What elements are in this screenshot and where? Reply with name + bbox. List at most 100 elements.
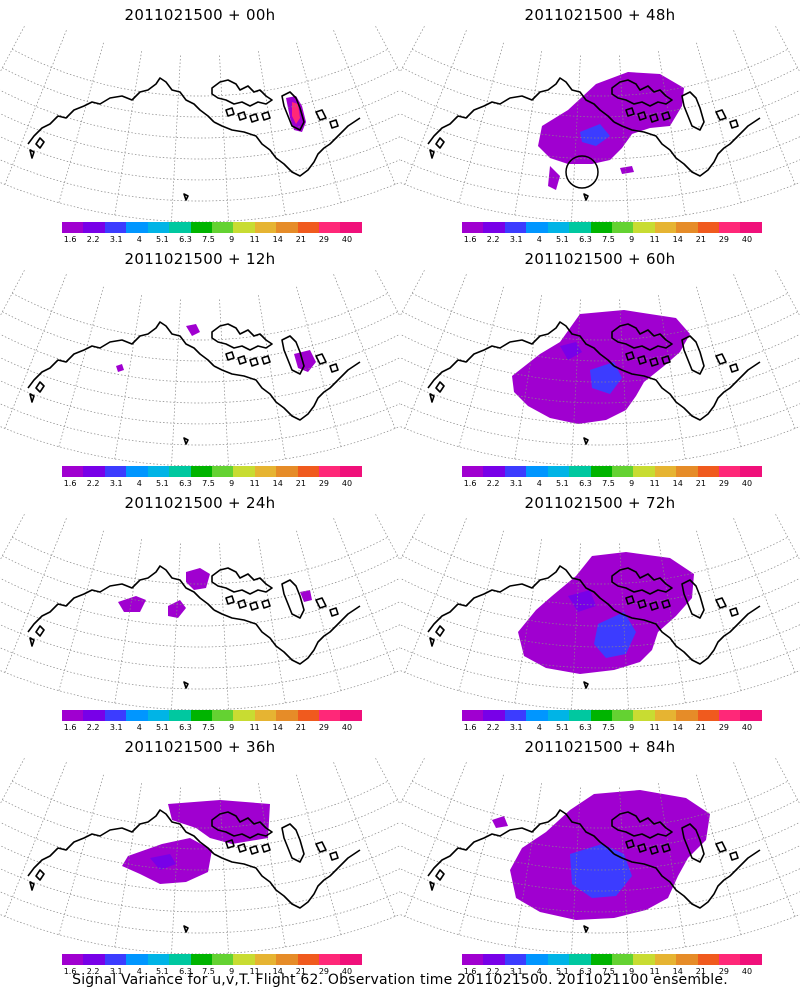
colorbar-segment [104, 954, 127, 965]
colorbar-label: 6.3 [579, 479, 592, 488]
colorbar-segment [654, 710, 677, 721]
colorbar-segment [590, 222, 612, 233]
colorbar-label: 2.2 [486, 235, 500, 244]
colorbar [462, 954, 762, 965]
latitude-line [400, 601, 800, 648]
colorbar-label: 9 [629, 967, 635, 976]
coastline [211, 79, 273, 107]
colorbar-segment [526, 222, 548, 233]
variance-field [186, 324, 200, 336]
colorbar-segment [483, 466, 505, 477]
latitude-line [400, 891, 800, 934]
coastline [435, 625, 445, 637]
colorbar-label: 6.3 [179, 235, 192, 244]
coastline [435, 869, 445, 881]
meridian-line [171, 299, 181, 466]
latitude-line [2, 799, 398, 850]
map-panel: 2011021500 + 48h 1.6 2.2 3.1 4 5.1 6.3 7.5 9 11 14… [400, 0, 800, 244]
panel-title: 2011021500 + 12h [124, 250, 276, 268]
colorbar-segment [126, 466, 148, 477]
colorbar-label: 5.1 [556, 723, 569, 732]
colorbar-segment [254, 466, 277, 477]
colorbar-labels: 1.6 2.2 3.1 4 5.1 6.3 7.5 9 11 14 21 29 40 [56, 235, 376, 245]
colorbar-segment [719, 710, 741, 721]
latitude-line [0, 181, 400, 223]
latitude-line [0, 601, 400, 648]
colorbar-segment [126, 954, 148, 965]
latitude-line [0, 159, 400, 202]
latitude-line [0, 891, 400, 934]
colorbar-label: 7.5 [602, 967, 615, 976]
meridian-line [0, 758, 25, 805]
colorbar-segment [569, 222, 591, 233]
coastline [583, 437, 589, 445]
colorbar-segment [719, 466, 741, 477]
polar-map [0, 758, 400, 955]
meridian-line [0, 26, 25, 73]
colorbar-label: 3.1 [509, 967, 523, 976]
colorbar-segment [254, 222, 277, 233]
coastline [729, 119, 739, 129]
colorbar-label: 6.3 [579, 723, 592, 732]
coastline [625, 107, 635, 117]
latitude-line [400, 159, 800, 202]
meridian-line [775, 26, 800, 73]
colorbar-segment [297, 954, 320, 965]
coastline [211, 567, 273, 595]
variance-field [620, 166, 634, 174]
latitude-line [400, 647, 800, 690]
colorbar-segment [83, 222, 105, 233]
coastline [427, 809, 615, 877]
colorbar-label: 5.1 [156, 235, 169, 244]
observation-circle [565, 155, 599, 189]
meridian-line [458, 774, 504, 935]
latitude-line [412, 780, 788, 829]
colorbar-segment [62, 954, 84, 965]
coastline [681, 579, 705, 619]
coastline [681, 823, 705, 863]
colorbar-label: 9 [629, 723, 635, 732]
colorbar-label: 5.1 [556, 967, 569, 976]
latitude-line [0, 868, 400, 913]
colorbar-label: 1.6 [63, 235, 77, 244]
meridian-line [733, 518, 796, 673]
colorbar-segment [190, 954, 212, 965]
coastline [611, 323, 673, 351]
colorbar-segment [62, 222, 84, 233]
coastline [661, 355, 671, 365]
colorbar-label: 21 [295, 479, 306, 488]
colorbar-segment [340, 954, 362, 965]
coastline [27, 809, 215, 877]
colorbar-label: 2.2 [86, 235, 100, 244]
colorbar-label: 14 [672, 967, 683, 976]
polar-map [400, 758, 800, 955]
colorbar-label: 1.6 [63, 967, 77, 976]
colorbar-segment [190, 710, 212, 721]
colorbar-label: 6.3 [579, 967, 592, 976]
coastline [315, 597, 327, 609]
coastline [183, 437, 189, 445]
colorbar-label: 29 [718, 235, 730, 244]
latitude-line [0, 113, 400, 160]
coastline [35, 137, 45, 149]
coastline [315, 841, 327, 853]
meridian-line [4, 518, 67, 673]
meridian-line [58, 42, 104, 203]
coastline [649, 845, 659, 855]
colorbar-segment [83, 466, 105, 477]
variance-field [116, 364, 124, 372]
latitude-line [12, 780, 388, 829]
colorbar-segment [483, 222, 505, 233]
coastline [681, 335, 705, 375]
colorbar-label: 4 [536, 967, 542, 976]
map-panel: 2011021500 + 36h 1.6 2.2 3.1 4 5.1 6.3 7.5 9 11 14… [0, 732, 400, 976]
colorbar-label: 11 [649, 479, 660, 488]
latitude-line [0, 669, 400, 711]
colorbar [62, 954, 362, 965]
panel-title: 2011021500 + 00h [124, 6, 276, 24]
map-panel: 2011021500 + 00h 1.6 2.2 3.1 4 5.1 6.3 7.5 9 11 14… [0, 0, 400, 244]
colorbar-segment [569, 466, 591, 477]
colorbar-label: 9 [229, 967, 235, 976]
colorbar-label: 6.3 [579, 235, 592, 244]
figure-caption: Signal Variance for u,v,T. Flight 62. Ob… [72, 972, 728, 988]
